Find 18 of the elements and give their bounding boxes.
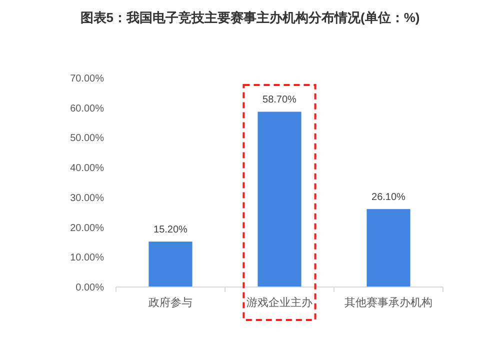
- y-tick-label: 0.00%: [76, 282, 104, 294]
- data-label: 26.10%: [372, 192, 406, 204]
- bar: [366, 209, 410, 287]
- data-label: 15.20%: [154, 224, 188, 236]
- x-tick-label: 其他赛事承办机构: [344, 296, 432, 309]
- y-tick-label: 50.00%: [70, 133, 104, 144]
- data-label: 58.70%: [262, 94, 297, 106]
- x-tick-label: 政府参与: [148, 296, 192, 309]
- y-tick-label: 30.00%: [70, 192, 104, 204]
- y-tick-label: 40.00%: [70, 163, 104, 174]
- y-tick-label: 20.00%: [70, 222, 104, 234]
- y-tick-label: 70.00%: [70, 74, 104, 84]
- chart-title: 图表5：我国电子竞技主要赛事主办机构分布情况(单位：%): [80, 10, 420, 25]
- y-tick-label: 10.00%: [70, 252, 104, 264]
- bar: [258, 112, 302, 287]
- y-tick-label: 60.00%: [70, 103, 104, 114]
- bar: [148, 242, 192, 287]
- x-tick-label: 游戏企业主办: [246, 296, 312, 309]
